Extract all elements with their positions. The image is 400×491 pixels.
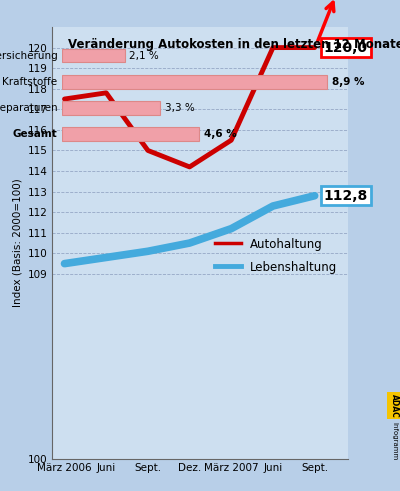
Text: 112,8: 112,8 <box>324 189 368 203</box>
Bar <box>62 127 199 141</box>
Text: 4,6 %: 4,6 % <box>204 129 236 139</box>
Text: Infogramm: Infogramm <box>391 422 397 461</box>
Text: 120,0: 120,0 <box>324 41 368 55</box>
Bar <box>62 75 327 88</box>
Text: Kfz-Versicherung: Kfz-Versicherung <box>0 51 58 60</box>
Legend: Autohaltung, Lebenshaltung: Autohaltung, Lebenshaltung <box>210 234 342 278</box>
Text: Veränderung Autokosten in den letzten 12 Monaten: Veränderung Autokosten in den letzten 12… <box>68 38 400 51</box>
Text: Kraftstoffe: Kraftstoffe <box>2 77 58 87</box>
Text: 8,9 %: 8,9 % <box>332 77 364 87</box>
Y-axis label: Index (Basis: 2000=100): Index (Basis: 2000=100) <box>12 179 22 307</box>
Text: 3,3 %: 3,3 % <box>165 103 194 113</box>
Bar <box>62 49 124 62</box>
Text: Gesamt: Gesamt <box>13 129 58 139</box>
Text: Reparaturen: Reparaturen <box>0 103 58 113</box>
Bar <box>62 101 160 115</box>
Text: 2,1 %: 2,1 % <box>129 51 159 60</box>
Text: ADAC: ADAC <box>390 394 398 417</box>
